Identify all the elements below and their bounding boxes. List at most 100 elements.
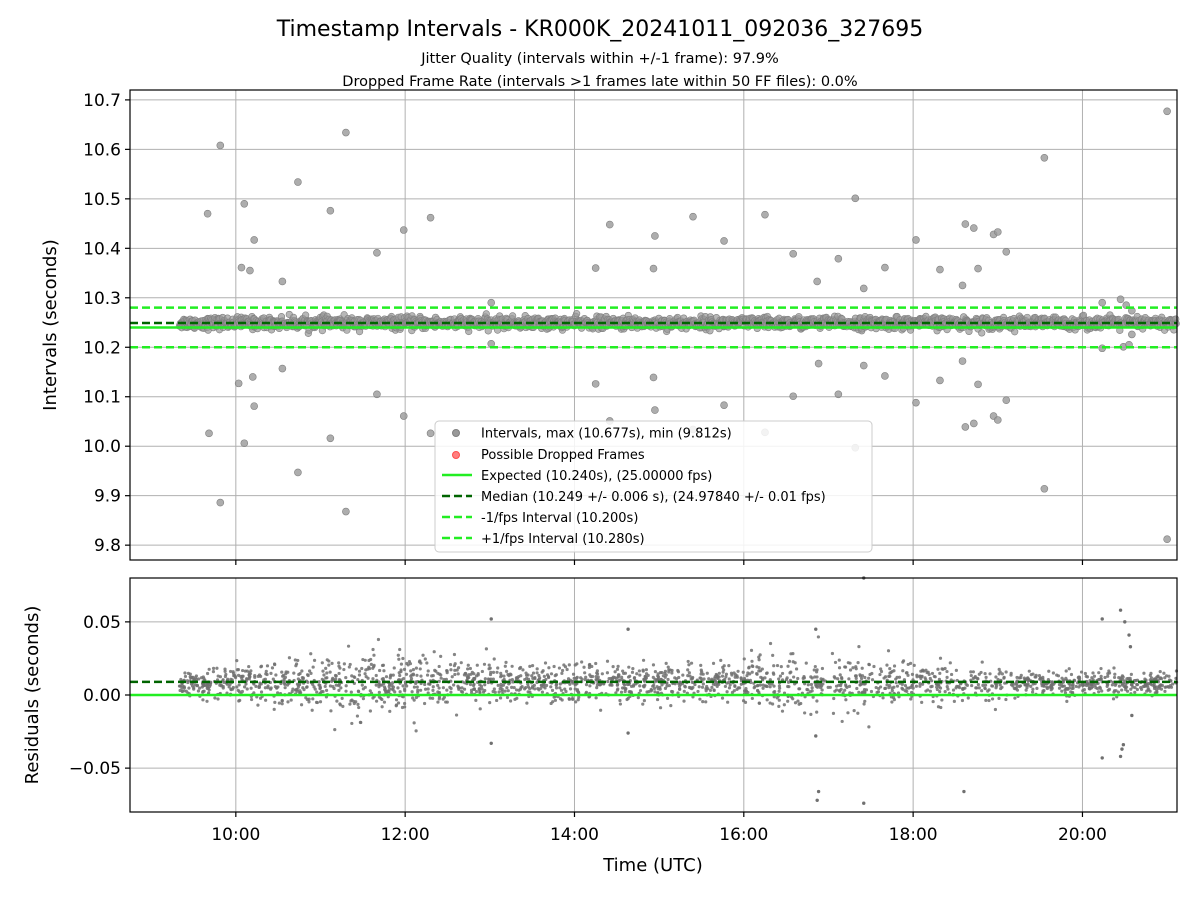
residual-point: [638, 684, 642, 688]
residual-point: [206, 686, 211, 690]
residual-point: [238, 698, 242, 702]
residual-point: [843, 665, 847, 669]
residual-point: [665, 684, 669, 688]
residual-point: [951, 688, 956, 692]
residual-point: [791, 652, 795, 656]
residual-point: [491, 689, 495, 694]
residual-point: [918, 684, 922, 688]
residual-point: [1112, 689, 1117, 693]
residual-point: [1162, 671, 1166, 675]
residuals-xtick-label-5: 20:00: [1058, 825, 1107, 845]
residual-point: [693, 682, 697, 687]
residual-point: [496, 683, 500, 687]
residual-point: [630, 670, 635, 674]
residual-point: [425, 673, 430, 677]
residual-point: [638, 688, 643, 693]
residual-point: [691, 675, 695, 680]
residual-point: [423, 701, 427, 706]
residual-point: [360, 683, 364, 687]
residual-point: [367, 658, 371, 663]
residual-point: [353, 675, 357, 680]
residual-point: [994, 675, 998, 679]
residual-point: [831, 711, 836, 715]
residual-point: [327, 659, 331, 663]
residual-point: [518, 666, 522, 671]
residual-point: [1047, 669, 1051, 673]
residual-point: [616, 664, 620, 669]
residual-point: [201, 690, 205, 694]
residual-point: [1113, 683, 1117, 687]
residual-point: [567, 697, 572, 701]
residual-point: [701, 700, 705, 704]
residual-point: [976, 683, 980, 687]
residual-point: [528, 686, 532, 691]
residual-point: [229, 688, 233, 692]
residual-point: [183, 671, 187, 675]
residual-point: [1074, 684, 1078, 689]
residual-point: [201, 675, 205, 679]
residual-point: [361, 697, 365, 701]
residual-point: [819, 677, 823, 681]
intervals-ylabel: Intervals (seconds): [40, 239, 61, 411]
residual-point: [682, 689, 686, 693]
residual-outlier-point: [1123, 620, 1127, 624]
residual-outlier-point: [1127, 633, 1131, 637]
residual-point: [923, 676, 927, 680]
residual-point: [664, 661, 668, 665]
residual-point: [608, 683, 612, 687]
residual-point: [584, 675, 588, 679]
residual-point: [277, 701, 281, 705]
residual-point: [713, 680, 718, 684]
interval-outlier-point: [426, 429, 435, 438]
residual-point: [910, 690, 914, 695]
residual-point: [652, 683, 656, 687]
residual-point: [205, 671, 210, 676]
residual-point: [477, 686, 481, 691]
residual-point: [689, 661, 694, 665]
residual-point: [1095, 686, 1100, 691]
residual-point: [349, 699, 353, 703]
residual-point: [460, 690, 465, 694]
residual-point: [530, 664, 535, 668]
residual-point: [1124, 688, 1128, 692]
residual-point: [397, 657, 401, 661]
residual-point: [787, 659, 792, 663]
residual-point: [775, 696, 779, 700]
residual-point: [1099, 666, 1103, 671]
residual-point: [1141, 685, 1145, 689]
residual-point: [344, 684, 348, 688]
residual-point: [289, 698, 293, 702]
residual-point: [936, 667, 940, 671]
interval-outlier-point: [912, 236, 920, 244]
residual-point: [330, 661, 334, 665]
residual-point: [599, 708, 603, 712]
residual-point: [594, 661, 598, 666]
residual-point: [931, 699, 935, 704]
residual-point: [341, 704, 345, 708]
residual-point: [382, 685, 387, 689]
residual-point: [1159, 687, 1164, 691]
interval-outlier-point: [859, 361, 868, 370]
residual-point: [690, 680, 694, 684]
residual-point: [1071, 690, 1075, 695]
residual-point: [1027, 678, 1031, 682]
residual-point: [299, 703, 304, 707]
residual-point: [699, 668, 703, 672]
interval-outlier-point: [237, 263, 246, 272]
residual-point: [723, 684, 728, 689]
residual-point: [810, 676, 814, 680]
residual-point: [377, 685, 381, 689]
residual-point: [595, 669, 600, 673]
residual-point: [189, 676, 193, 680]
residual-point: [374, 673, 378, 678]
residual-point: [844, 684, 848, 688]
residual-point: [468, 682, 473, 687]
residual-point: [875, 690, 879, 695]
interval-outlier-point: [1163, 535, 1171, 544]
residual-point: [509, 699, 513, 703]
residual-point: [410, 673, 414, 677]
residual-point: [755, 665, 759, 669]
residual-point: [337, 661, 341, 665]
residual-point: [786, 664, 790, 668]
residual-point: [938, 656, 943, 660]
